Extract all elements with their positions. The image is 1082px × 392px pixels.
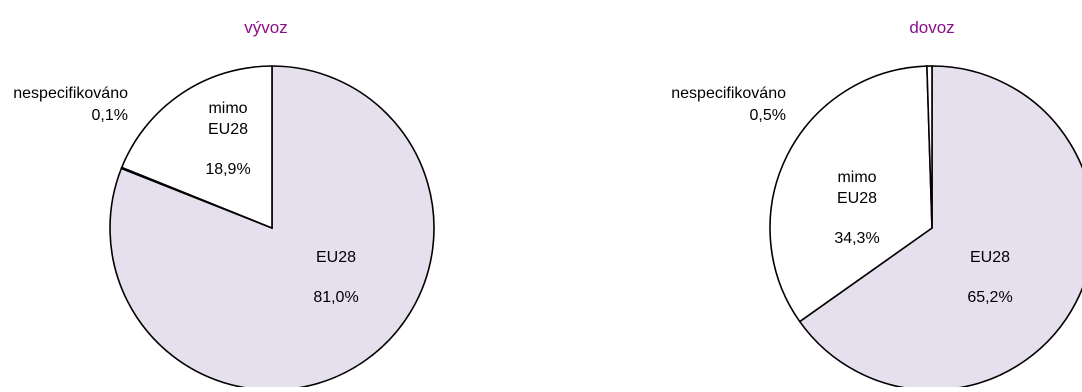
slice-value-label: 0,5% [750, 107, 786, 124]
slice-value-label: 34,3% [834, 230, 879, 247]
slice-value-label: 0,1% [92, 107, 128, 124]
slice-label: mimo EU28 [837, 169, 877, 207]
pie-slice [926, 65, 933, 229]
slice-label: nespecifikováno [671, 85, 786, 102]
slice-label: nespecifikováno [13, 85, 128, 102]
pie-chart-1: dovoz EU28 65,2% mimo EU28 34,3% nespecifiková… [671, 18, 1082, 391]
pie-slice [798, 65, 1082, 391]
slice-value-label: 65,2% [967, 289, 1012, 306]
slice-label: mimo EU28 [208, 100, 248, 138]
slice-value-label: 18,9% [205, 161, 250, 178]
slice-label: EU28 [316, 249, 356, 266]
slice-value-label: 81,0% [313, 289, 358, 306]
chart-title: dovoz [909, 18, 954, 37]
pie-slice [120, 65, 273, 230]
pie-slice [769, 65, 933, 323]
pie-chart-0: vývoz EU28 81,0% nespecifikováno 0,1% mimo EU2… [13, 18, 435, 391]
chart-title: vývoz [244, 18, 287, 37]
slice-label: EU28 [970, 249, 1010, 266]
